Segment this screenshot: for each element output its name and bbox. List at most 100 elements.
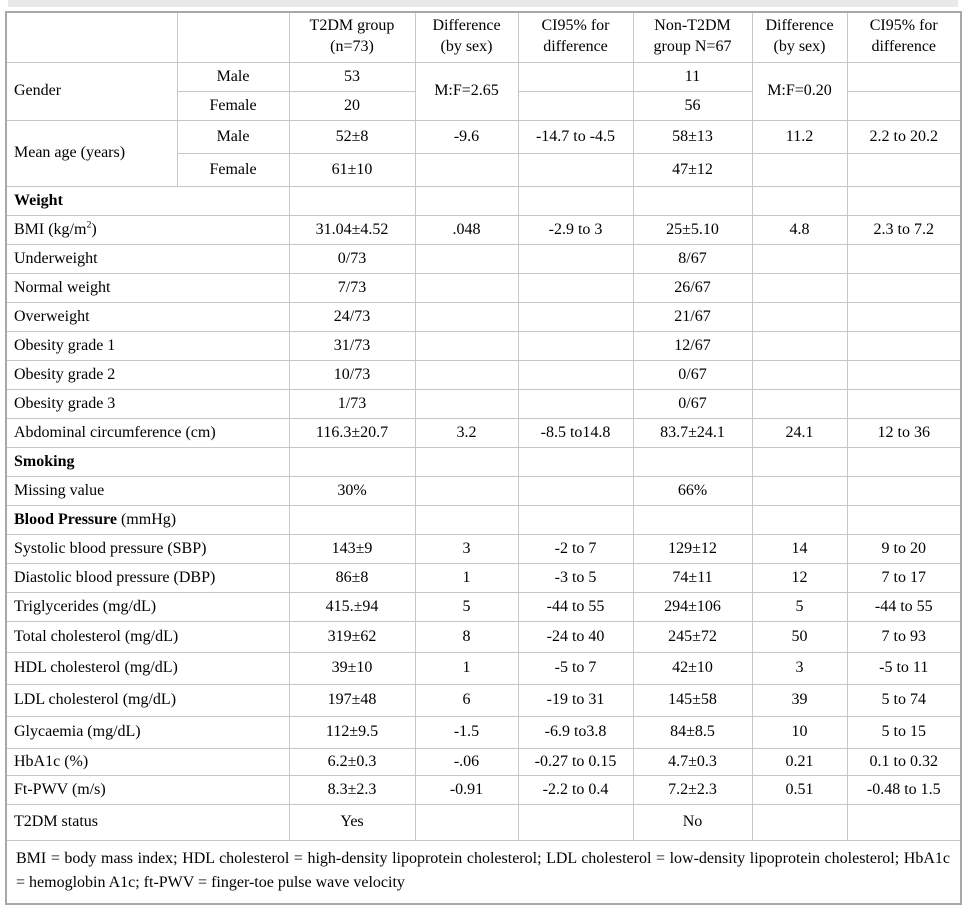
table-row: LDL cholesterol (mg/dL) 197±48 6 -19 to 31 1… [5,683,962,717]
value-cell: -8.5 to14.8 [517,417,634,448]
row-label-cell: Weight [5,185,290,216]
value-cell: .048 [414,214,519,245]
value-cell: 61±10 [288,152,416,187]
value-cell: M:F=2.65 [414,61,519,121]
value-cell [414,301,519,332]
value-cell [517,330,634,361]
table-row: Underweight 0/73 8/67 [5,243,962,274]
cell-text-part: Blood Pressure [14,510,117,528]
table-row: Mean age (years) Male 52±8 -9.6 -14.7 to -4.… [5,119,962,187]
table-row: Systolic blood pressure (SBP) 143±9 3 -2 to… [5,533,962,564]
value-cell [751,185,848,216]
row-label-cell: Missing value [5,475,290,506]
value-cell: 9 to 20 [846,533,962,564]
value-cell: 0/73 [288,243,416,274]
value-cell: -3 to 5 [517,562,634,593]
value-cell [751,504,848,535]
value-cell [751,475,848,506]
value-cell [846,446,962,477]
value-cell: 7 to 93 [846,620,962,653]
value-cell [751,152,848,187]
value-cell: 143±9 [288,533,416,564]
value-cell [751,359,848,390]
value-cell: 6 [414,683,519,717]
column-header [5,11,178,63]
value-cell: 11 [632,61,753,92]
row-label-cell: Normal weight [5,272,290,303]
value-cell [846,301,962,332]
value-cell: 7.2±2.3 [632,774,753,805]
value-cell: -2.9 to 3 [517,214,634,245]
table-row: Triglycerides (mg/dL) 415.±94 5 -44 to 55 29… [5,591,962,622]
value-cell: 25±5.10 [632,214,753,245]
row-label-cell: Abdominal circumference (cm) [5,417,290,448]
value-cell [414,803,519,841]
value-cell [517,152,634,187]
table-row: HbA1c (%) 6.2±0.3 -.06 -0.27 to 0.15 4.7±0.3… [5,747,962,776]
row-label-cell: Smoking [5,446,290,477]
value-cell [414,185,519,216]
value-cell: 7 to 17 [846,562,962,593]
value-cell [288,504,416,535]
value-cell: Female [176,152,290,187]
cell-text-part: (mmHg) [116,510,177,528]
column-header: CI95% for difference [517,11,634,63]
row-label-cell: LDL cholesterol (mg/dL) [5,683,290,717]
row-label-cell: BMI (kg/m2) [5,214,290,245]
row-label-cell: T2DM status [5,803,290,841]
value-cell: 7/73 [288,272,416,303]
table-row: Female 20 56 [6,90,962,121]
table-row: Gender Male 53 M:F=2.65 11 M:F=0.20 [5,61,962,121]
value-cell [632,504,753,535]
value-cell [414,504,519,535]
value-cell [751,803,848,841]
value-cell [414,359,519,390]
value-cell: -14.7 to -4.5 [517,119,634,154]
value-cell: 39±10 [288,651,416,685]
row-label-cell: Blood Pressure (mmHg) [5,504,290,535]
value-cell: 116.3±20.7 [288,417,416,448]
value-cell: -2.2 to 0.4 [517,774,634,805]
value-cell [846,185,962,216]
value-cell: 4.8 [751,214,848,245]
value-cell: -19 to 31 [517,683,634,717]
value-cell [751,330,848,361]
value-cell: 1 [414,562,519,593]
table-row: HDL cholesterol (mg/dL) 39±10 1 -5 to 7 42±1… [5,651,962,685]
value-cell: Female [176,90,290,121]
value-cell [751,243,848,274]
value-cell [846,152,962,187]
value-cell: 3 [414,533,519,564]
value-cell: 26/67 [632,272,753,303]
value-cell: 112±9.5 [288,715,416,749]
value-cell: -5 to 11 [846,651,962,685]
table-container: T2DM group (n=73) Difference (by sex) CI95… [5,11,962,905]
row-label-cell: Obesity grade 2 [5,359,290,390]
value-cell: 47±12 [632,152,753,187]
value-cell: -9.6 [414,119,519,154]
row-label-cell: HDL cholesterol (mg/dL) [5,651,290,685]
value-cell: 56 [632,90,753,121]
value-cell: 58±13 [632,119,753,154]
value-cell [517,61,634,92]
table-row: Diastolic blood pressure (DBP) 86±8 1 -3 to… [5,562,962,593]
row-label-cell: Ft-PWV (m/s) [5,774,290,805]
value-cell: 11.2 [751,119,848,154]
value-cell: 24.1 [751,417,848,448]
value-cell: 53 [288,61,416,92]
value-cell [517,90,634,121]
value-cell: 2.3 to 7.2 [846,214,962,245]
value-cell: 2.2 to 20.2 [846,119,962,154]
value-cell: -0.48 to 1.5 [846,774,962,805]
value-cell: 39 [751,683,848,717]
table-row: Obesity grade 1 31/73 12/67 [5,330,962,361]
table-row: T2DM status Yes No [5,803,962,841]
value-cell: 74±11 [632,562,753,593]
value-cell [632,446,753,477]
value-cell [846,504,962,535]
value-cell [846,243,962,274]
value-cell: 86±8 [288,562,416,593]
column-header: Difference (by sex) [414,11,519,63]
column-header: Non-T2DM group N=67 [632,11,753,63]
value-cell: 31.04±4.52 [288,214,416,245]
